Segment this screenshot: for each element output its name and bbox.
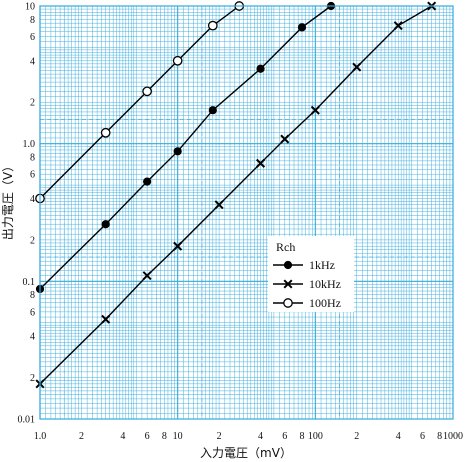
x-tick-label: 2	[217, 431, 222, 442]
data-series	[35, 1, 437, 389]
data-point-10khz	[280, 134, 290, 144]
legend-items: 1kHz 10kHz 100Hz	[273, 258, 341, 310]
y-tick-label: 8	[30, 153, 35, 164]
x-tick-label: 1000	[443, 431, 463, 442]
y-tick-label: 4	[30, 56, 35, 67]
x-tick-label: 4	[396, 431, 401, 442]
x-tick-label: 6	[145, 431, 150, 442]
data-point-100hz	[283, 298, 293, 308]
x-tick-label: 8	[299, 431, 304, 442]
legend: Rch 1kHz 10kHz 100Hz	[268, 236, 354, 312]
data-point-10khz	[352, 62, 362, 72]
grid	[39, 6, 453, 420]
x-tick-label: 1.0	[34, 431, 47, 442]
y-tick-label: 0.01	[18, 415, 36, 426]
series-line	[39, 5, 240, 199]
legend-item-10khz: 10kHz	[273, 277, 341, 291]
x-tick-label: 4	[258, 431, 263, 442]
x-tick-label: 6	[420, 431, 425, 442]
y-tick-label: 6	[30, 307, 35, 318]
legend-label: 1kHz	[309, 258, 335, 272]
data-point-10khz	[142, 271, 152, 281]
data-point-1khz	[143, 177, 152, 186]
x-tick-label: 2	[354, 431, 359, 442]
data-point-10khz	[214, 200, 224, 210]
data-point-10khz	[173, 241, 183, 251]
data-point-100hz	[207, 20, 218, 31]
y-tick-label: 8	[30, 15, 35, 26]
y-tick-label: 2	[30, 235, 35, 246]
y-tick-label: 4	[30, 332, 35, 343]
y-tick-label: 8	[30, 290, 35, 301]
x-tick-label: 2	[79, 431, 84, 442]
y-tick-label: 4	[30, 194, 35, 205]
data-point-10khz	[310, 105, 320, 115]
legend-item-1khz: 1kHz	[273, 258, 335, 272]
data-point-100hz	[172, 55, 183, 66]
x-tick-label: 8	[437, 431, 442, 442]
y-tick-label: 1.0	[23, 139, 36, 150]
y-tick-label: 2	[30, 98, 35, 109]
data-point-100hz	[100, 127, 111, 138]
data-point-10khz	[393, 21, 403, 31]
data-point-10khz	[101, 314, 111, 324]
x-tick-label: 6	[282, 431, 287, 442]
x-tick-label: 10	[173, 431, 183, 442]
legend-title: Rch	[276, 240, 295, 254]
x-tick-label: 4	[120, 431, 125, 442]
y-tick-label: 6	[30, 32, 35, 43]
series-line	[39, 5, 332, 290]
y-axis-title: 出力電圧（V）	[1, 160, 15, 240]
data-point-100hz	[142, 86, 152, 97]
x-tick-label: 8	[162, 431, 167, 442]
series-10khz	[35, 1, 437, 389]
x-axis-title: 入力電圧（mV）	[200, 446, 292, 460]
y-tick-label: 6	[30, 170, 35, 181]
data-point-1khz	[256, 64, 265, 73]
series-100hz	[35, 1, 245, 204]
y-tick-label: 10	[25, 2, 35, 13]
data-point-1khz	[297, 23, 307, 32]
legend-item-100hz: 100Hz	[273, 296, 341, 310]
y-tick-label: 2	[30, 373, 35, 384]
data-point-1khz	[283, 260, 293, 270]
y-tick-label: 0.1	[23, 277, 36, 288]
plot-frame	[39, 5, 454, 420]
legend-label: 100Hz	[309, 296, 341, 310]
data-point-10khz	[283, 279, 293, 289]
data-point-1khz	[173, 147, 182, 156]
data-point-1khz	[208, 106, 217, 115]
legend-background	[268, 236, 354, 312]
data-point-1khz	[101, 220, 110, 229]
legend-label: 10kHz	[309, 277, 341, 291]
x-tick-label: 100	[308, 431, 323, 442]
data-point-10khz	[256, 158, 266, 168]
tick-labels: 1.0 2 4 6 8 10 2 4 6 8 100 2 4 6 8 10000.0124680.124681…	[18, 2, 464, 443]
